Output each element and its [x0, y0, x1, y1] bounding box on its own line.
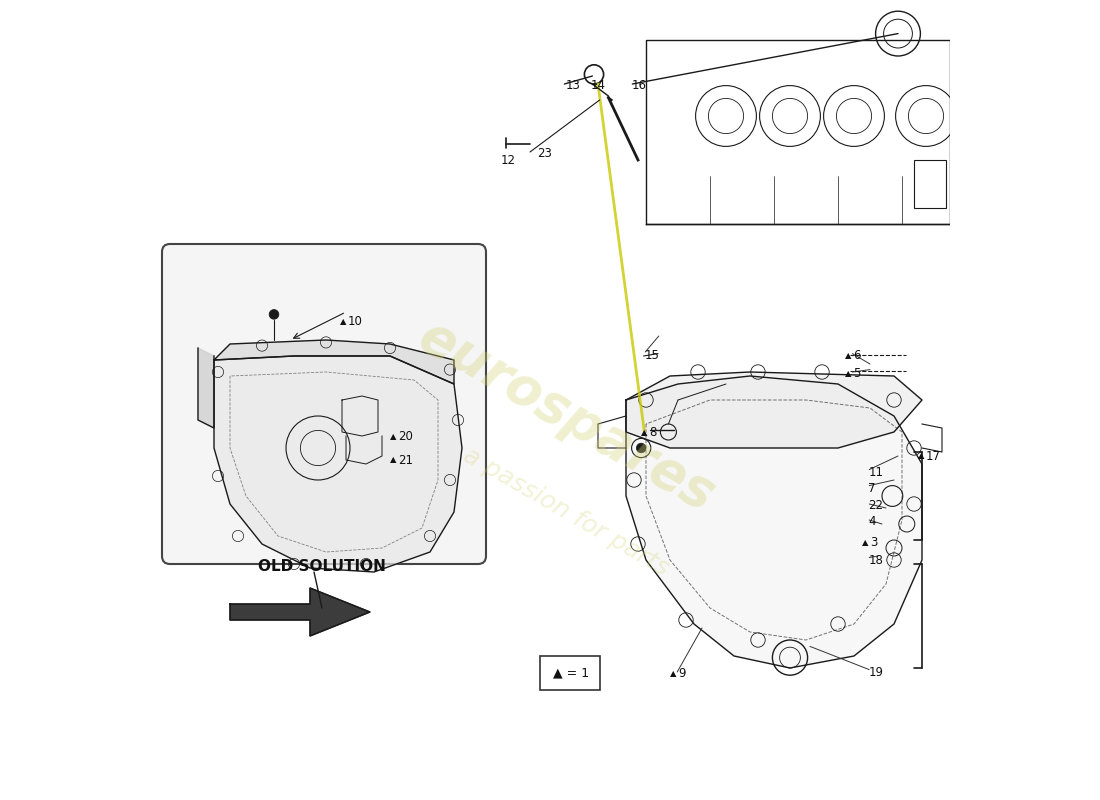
- Polygon shape: [214, 356, 462, 572]
- Polygon shape: [214, 340, 454, 384]
- Text: ▲: ▲: [670, 669, 676, 678]
- Text: ▲: ▲: [917, 451, 924, 461]
- Text: ▲ = 1: ▲ = 1: [552, 666, 589, 679]
- Text: 5: 5: [854, 367, 860, 380]
- Polygon shape: [626, 376, 922, 668]
- Text: 11: 11: [868, 466, 883, 478]
- Text: 9: 9: [678, 667, 685, 680]
- Text: 14: 14: [591, 79, 606, 92]
- Text: ▲: ▲: [340, 317, 346, 326]
- Text: OLD SOLUTION: OLD SOLUTION: [258, 559, 386, 574]
- Bar: [914, 160, 946, 208]
- Text: 22: 22: [868, 499, 883, 512]
- Text: 16: 16: [631, 79, 647, 92]
- Text: 18: 18: [868, 554, 883, 566]
- Text: 13: 13: [565, 79, 580, 92]
- Text: a passion for parts: a passion for parts: [459, 443, 673, 581]
- Circle shape: [637, 443, 646, 453]
- Text: eurospares: eurospares: [408, 310, 724, 522]
- Text: 17: 17: [926, 450, 940, 462]
- Text: 12: 12: [500, 154, 516, 166]
- FancyBboxPatch shape: [162, 244, 486, 564]
- Bar: [540, 656, 601, 690]
- Text: 4: 4: [868, 515, 876, 528]
- Text: 7: 7: [868, 482, 876, 494]
- Text: ▲: ▲: [845, 351, 851, 361]
- Text: 10: 10: [348, 315, 363, 328]
- Text: ▲: ▲: [389, 432, 396, 442]
- Text: ▲: ▲: [862, 538, 868, 547]
- Text: ▲: ▲: [845, 369, 851, 378]
- Polygon shape: [198, 348, 214, 428]
- Circle shape: [270, 310, 278, 319]
- Text: 15: 15: [645, 350, 659, 362]
- Text: 20: 20: [398, 430, 412, 443]
- Text: 3: 3: [870, 536, 878, 549]
- Polygon shape: [626, 372, 922, 448]
- Text: ▲: ▲: [389, 455, 396, 465]
- Text: 8: 8: [649, 426, 657, 439]
- Text: 21: 21: [398, 454, 412, 466]
- Text: 19: 19: [868, 666, 883, 678]
- Text: 23: 23: [537, 147, 552, 160]
- Text: 6: 6: [854, 350, 860, 362]
- Text: ▲: ▲: [641, 428, 648, 438]
- Polygon shape: [230, 588, 370, 636]
